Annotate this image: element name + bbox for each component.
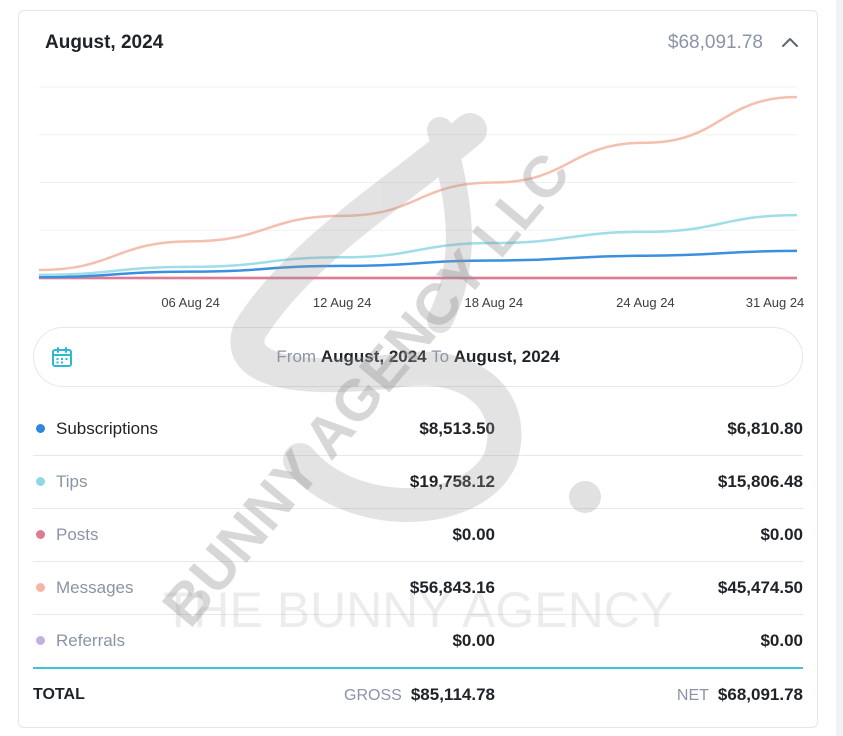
total-row: TOTAL GROSS $85,114.78 NET $68,091.78 (33, 669, 803, 721)
header-total-amount: $68,091.78 (667, 32, 763, 53)
total-label: TOTAL (33, 686, 85, 703)
row-label: Referrals (56, 631, 125, 650)
scrollbar-track[interactable] (836, 0, 843, 736)
to-value[interactable]: August, 2024 (453, 347, 560, 366)
chart-plot (38, 86, 798, 280)
legend-dot (36, 636, 45, 645)
row-net: $6,810.80 (727, 419, 803, 438)
row-label: Posts (56, 525, 99, 544)
row-tips: Tips $19,758.12 $15,806.48 (33, 456, 803, 509)
month-title: August, 2024 (45, 32, 164, 53)
gross-caption: GROSS (344, 687, 402, 704)
row-posts: Posts $0.00 $0.00 (33, 509, 803, 562)
row-net: $45,474.50 (717, 578, 803, 597)
legend-dot (36, 583, 45, 592)
series-line-messages (38, 95, 798, 272)
row-gross: $8,513.50 (419, 419, 495, 438)
legend-dot (36, 424, 45, 433)
x-tick-label: 18 Aug 24 (464, 295, 524, 310)
x-tick-label: 24 Aug 24 (616, 295, 675, 310)
row-label: Tips (56, 472, 88, 491)
to-label: To (431, 347, 450, 366)
row-gross: $56,843.16 (409, 578, 495, 597)
total-gross: GROSS $85,114.78 (344, 685, 495, 705)
card-header[interactable]: August, 2024 $68,091.78 (19, 11, 817, 73)
from-value[interactable]: August, 2024 (320, 347, 427, 366)
calendar-icon[interactable] (50, 345, 74, 369)
row-net: $0.00 (760, 525, 803, 544)
row-referrals: Referrals $0.00 $0.00 (33, 615, 803, 669)
x-tick-label: 06 Aug 24 (161, 295, 220, 310)
row-gross: $0.00 (452, 631, 495, 650)
earnings-card: August, 2024 $68,091.78 06 Aug 24 12 Aug … (18, 10, 818, 728)
row-label: Subscriptions (56, 419, 159, 438)
row-subscriptions: Subscriptions $8,513.50 $6,810.80 (33, 403, 803, 456)
date-range-text: From August, 2024 To August, 2024 (34, 347, 802, 367)
earnings-chart: 06 Aug 24 12 Aug 24 18 Aug 24 24 Aug 24 31 A… (19, 73, 819, 323)
row-messages: Messages $56,843.16 $45,474.50 (33, 562, 803, 615)
legend-dot (36, 530, 45, 539)
row-gross: $19,758.12 (409, 472, 495, 491)
row-net: $15,806.48 (717, 472, 803, 491)
series-line-subscriptions (38, 249, 798, 279)
gross-value: $85,114.78 (410, 685, 495, 704)
chevron-up-icon[interactable] (779, 31, 801, 53)
net-caption: NET (676, 687, 709, 704)
breakdown-table: Subscriptions $8,513.50 $6,810.80 Tips $… (33, 403, 803, 721)
row-label: Messages (56, 578, 134, 597)
from-label: From (276, 347, 317, 366)
total-net: NET $68,091.78 (677, 685, 803, 705)
date-range-picker[interactable]: From August, 2024 To August, 2024 (33, 327, 803, 387)
row-net: $0.00 (760, 631, 803, 650)
x-tick-label: 31 Aug 24 (745, 295, 805, 310)
series-line-tips (38, 213, 798, 277)
row-gross: $0.00 (452, 525, 495, 544)
legend-dot (36, 477, 45, 486)
x-tick-label: 12 Aug 24 (312, 295, 372, 310)
net-value: $68,091.78 (717, 685, 803, 704)
